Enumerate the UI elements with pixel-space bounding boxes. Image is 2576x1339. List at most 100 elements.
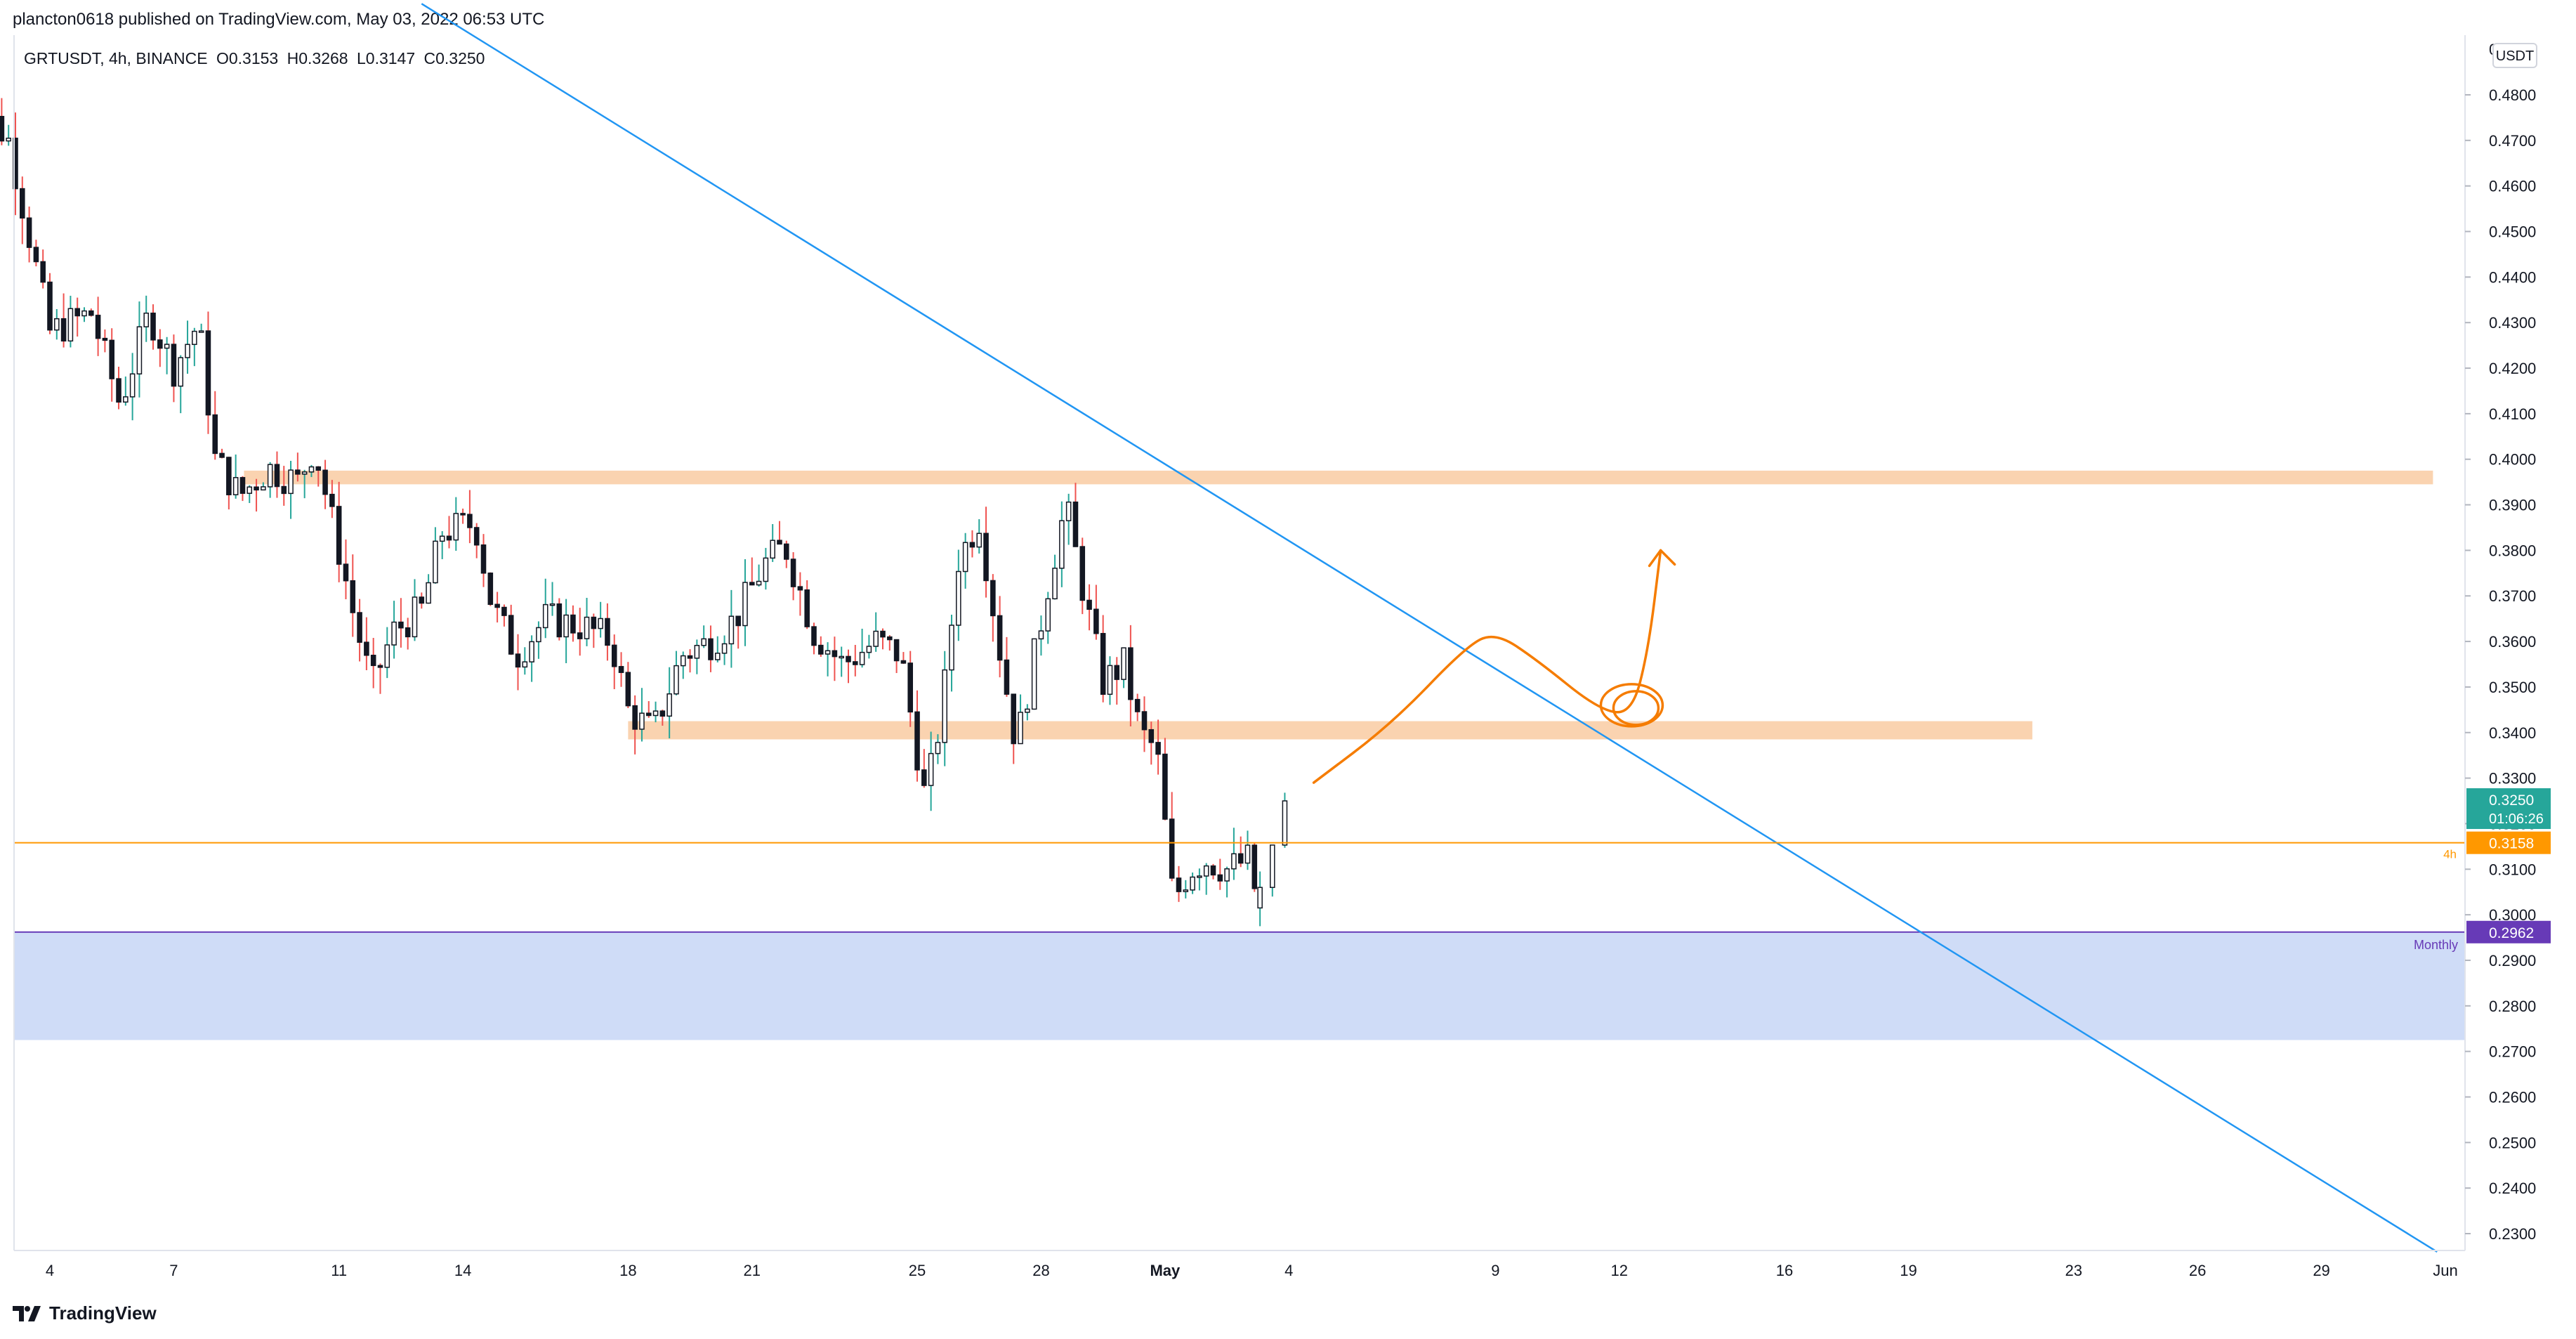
- candle[interactable]: [88, 308, 94, 317]
- candle[interactable]: [832, 636, 838, 681]
- candle[interactable]: [1210, 863, 1216, 880]
- candle[interactable]: [1093, 584, 1099, 640]
- candle[interactable]: [267, 462, 273, 498]
- candle[interactable]: [1203, 863, 1209, 895]
- candle[interactable]: [1025, 704, 1030, 721]
- candle[interactable]: [288, 460, 294, 519]
- candle[interactable]: [907, 651, 914, 727]
- candle[interactable]: [1141, 696, 1148, 752]
- candle[interactable]: [728, 589, 735, 668]
- candle[interactable]: [1183, 880, 1189, 899]
- candle[interactable]: [645, 701, 652, 718]
- candle[interactable]: [900, 652, 907, 665]
- legend-symbol[interactable]: GRTUSDT, 4h, BINANCE: [24, 49, 208, 67]
- candle[interactable]: [735, 615, 741, 649]
- candle[interactable]: [239, 476, 246, 502]
- candle[interactable]: [680, 651, 686, 679]
- candle[interactable]: [1155, 719, 1161, 775]
- candle[interactable]: [40, 249, 46, 289]
- candle[interactable]: [1052, 554, 1058, 600]
- candle[interactable]: [226, 457, 232, 510]
- candle[interactable]: [501, 604, 507, 627]
- candle[interactable]: [1121, 647, 1126, 688]
- candle[interactable]: [1224, 866, 1230, 898]
- candle[interactable]: [1086, 584, 1092, 631]
- candle[interactable]: [942, 651, 948, 766]
- candle[interactable]: [185, 320, 190, 374]
- candle[interactable]: [846, 649, 851, 684]
- candle[interactable]: [824, 642, 831, 677]
- candle[interactable]: [1059, 501, 1065, 587]
- candle[interactable]: [659, 710, 666, 726]
- candle[interactable]: [412, 579, 418, 641]
- candle[interactable]: [308, 464, 315, 478]
- candle[interactable]: [1282, 792, 1288, 848]
- candle[interactable]: [254, 478, 259, 512]
- candle[interactable]: [1079, 537, 1086, 615]
- candle[interactable]: [797, 572, 803, 616]
- candle[interactable]: [997, 596, 1003, 678]
- candle[interactable]: [508, 604, 514, 655]
- candle[interactable]: [171, 334, 177, 403]
- candle[interactable]: [129, 353, 136, 421]
- candle[interactable]: [666, 667, 672, 738]
- candle[interactable]: [473, 523, 480, 559]
- candle[interactable]: [0, 98, 5, 145]
- candle[interactable]: [247, 485, 253, 504]
- candle[interactable]: [232, 454, 239, 499]
- candle[interactable]: [935, 734, 941, 764]
- candle[interactable]: [818, 636, 824, 657]
- candle[interactable]: [893, 639, 900, 674]
- candle[interactable]: [329, 480, 335, 518]
- candle[interactable]: [1197, 868, 1202, 891]
- candle[interactable]: [577, 608, 583, 656]
- candle[interactable]: [962, 533, 968, 589]
- candle[interactable]: [212, 391, 218, 460]
- candle[interactable]: [1237, 836, 1244, 868]
- candle[interactable]: [446, 516, 452, 549]
- candle[interactable]: [192, 327, 197, 367]
- candle[interactable]: [1107, 656, 1113, 705]
- currency-unit-box[interactable]: [2492, 43, 2537, 68]
- candle[interactable]: [357, 599, 362, 662]
- candle[interactable]: [274, 451, 280, 498]
- candle[interactable]: [33, 240, 39, 267]
- candle[interactable]: [563, 599, 569, 663]
- candle[interactable]: [770, 524, 775, 562]
- candle[interactable]: [777, 521, 782, 545]
- candle[interactable]: [549, 582, 556, 616]
- monthly-zone[interactable]: [14, 932, 2465, 1040]
- candle[interactable]: [1100, 615, 1106, 703]
- candle[interactable]: [480, 534, 487, 587]
- candle[interactable]: [756, 564, 762, 587]
- candle[interactable]: [1190, 873, 1195, 894]
- projection-path[interactable]: [1312, 549, 1662, 784]
- candle[interactable]: [928, 731, 934, 811]
- candle[interactable]: [921, 749, 927, 788]
- candle[interactable]: [701, 625, 707, 648]
- candle[interactable]: [742, 559, 748, 646]
- candle[interactable]: [47, 273, 53, 334]
- candle[interactable]: [1128, 625, 1133, 726]
- candle[interactable]: [143, 295, 150, 342]
- candle[interactable]: [102, 329, 108, 353]
- candle[interactable]: [336, 481, 342, 582]
- candle[interactable]: [116, 366, 121, 410]
- candle[interactable]: [522, 647, 528, 675]
- candle[interactable]: [198, 323, 204, 333]
- candle[interactable]: [1251, 843, 1258, 892]
- candle[interactable]: [398, 598, 404, 648]
- candle[interactable]: [109, 328, 115, 402]
- candle[interactable]: [467, 490, 473, 544]
- candle[interactable]: [839, 646, 844, 677]
- candle[interactable]: [1162, 738, 1168, 821]
- candle[interactable]: [136, 301, 143, 398]
- candle[interactable]: [26, 206, 32, 263]
- candle[interactable]: [405, 618, 411, 650]
- candle[interactable]: [790, 552, 796, 601]
- candle[interactable]: [859, 628, 865, 668]
- candle[interactable]: [1065, 493, 1072, 545]
- candle[interactable]: [439, 531, 445, 559]
- candle[interactable]: [990, 574, 996, 642]
